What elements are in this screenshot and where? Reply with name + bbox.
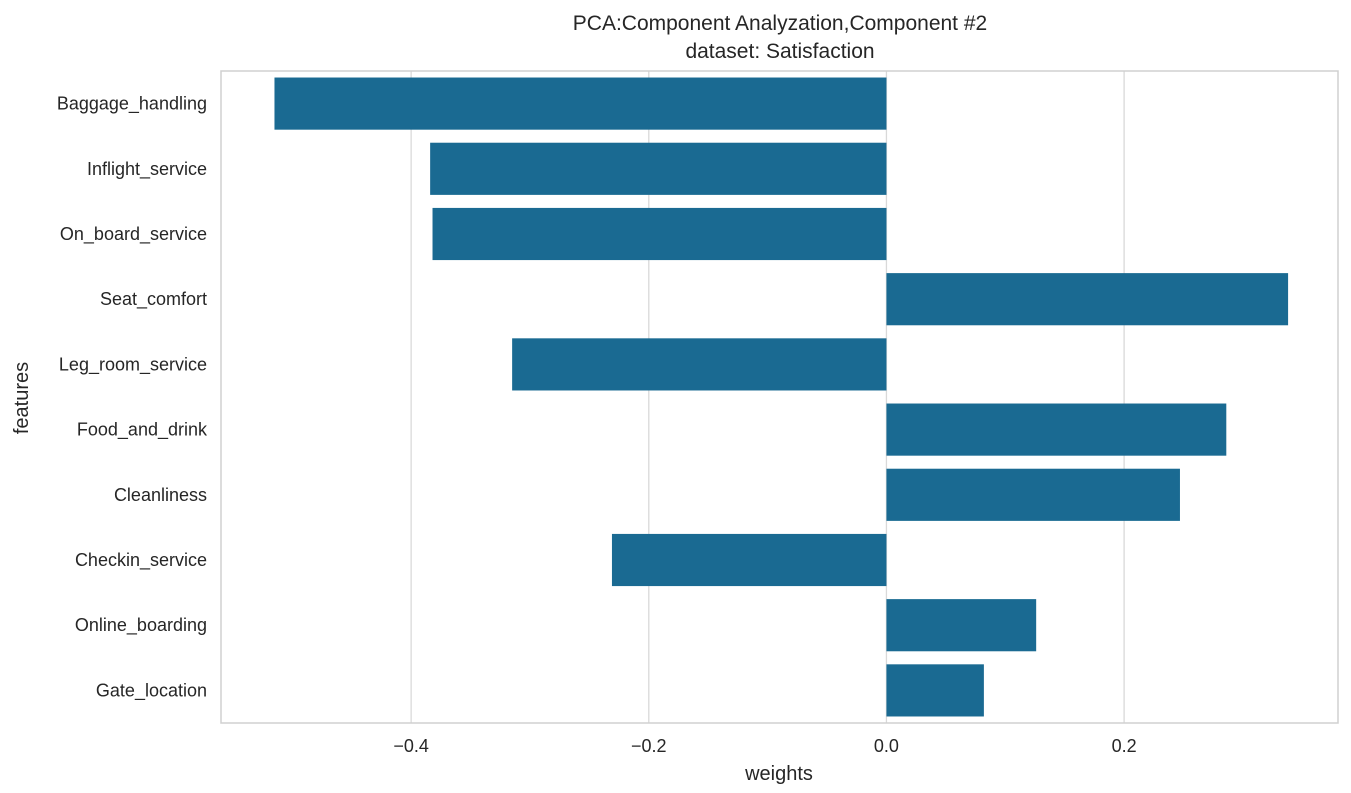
bar-checkin-service bbox=[611, 533, 887, 587]
x-tick-label: −0.2 bbox=[631, 736, 667, 756]
y-tick-label: Gate_location bbox=[96, 680, 207, 701]
x-axis-label: weights bbox=[744, 763, 813, 785]
y-tick-label: Online_boarding bbox=[75, 615, 207, 636]
bar-seat-comfort bbox=[886, 273, 1289, 326]
bar-leg-room-service bbox=[512, 338, 887, 391]
y-tick-label: Seat_comfort bbox=[100, 289, 207, 310]
chart-title: PCA:Component Analyzation,Component #2 bbox=[573, 12, 987, 35]
x-tick-label: 0.0 bbox=[874, 736, 899, 756]
x-tick-label: 0.2 bbox=[1112, 736, 1137, 756]
y-tick-label: Leg_room_service bbox=[59, 354, 207, 375]
bar-cleanliness bbox=[886, 468, 1180, 521]
y-tick-label: Inflight_service bbox=[87, 159, 207, 180]
bar-food-and-drink bbox=[886, 403, 1227, 456]
bar-gate-location bbox=[886, 664, 984, 717]
y-tick-label: Baggage_handling bbox=[57, 94, 207, 115]
y-tick-label: On_board_service bbox=[60, 224, 207, 245]
x-tick-label: −0.4 bbox=[393, 736, 429, 756]
bar-inflight-service bbox=[430, 142, 887, 195]
y-tick-labels: Baggage_handling Inflight_service On_board… bbox=[57, 94, 208, 702]
x-tick-labels: −0.4 −0.2 0.0 0.2 bbox=[393, 736, 1136, 756]
bar-online-boarding bbox=[886, 599, 1037, 652]
plot-frame bbox=[220, 70, 1339, 724]
y-tick-label: Food_and_drink bbox=[77, 420, 208, 441]
bars bbox=[274, 77, 1289, 717]
bar-baggage-handling bbox=[274, 77, 887, 130]
y-tick-label: Checkin_service bbox=[75, 550, 207, 571]
chart-subtitle: dataset: Satisfaction bbox=[685, 40, 874, 63]
y-axis-label: features bbox=[11, 362, 33, 434]
y-tick-label: Cleanliness bbox=[114, 485, 207, 505]
bar-on-board-service bbox=[432, 207, 887, 261]
